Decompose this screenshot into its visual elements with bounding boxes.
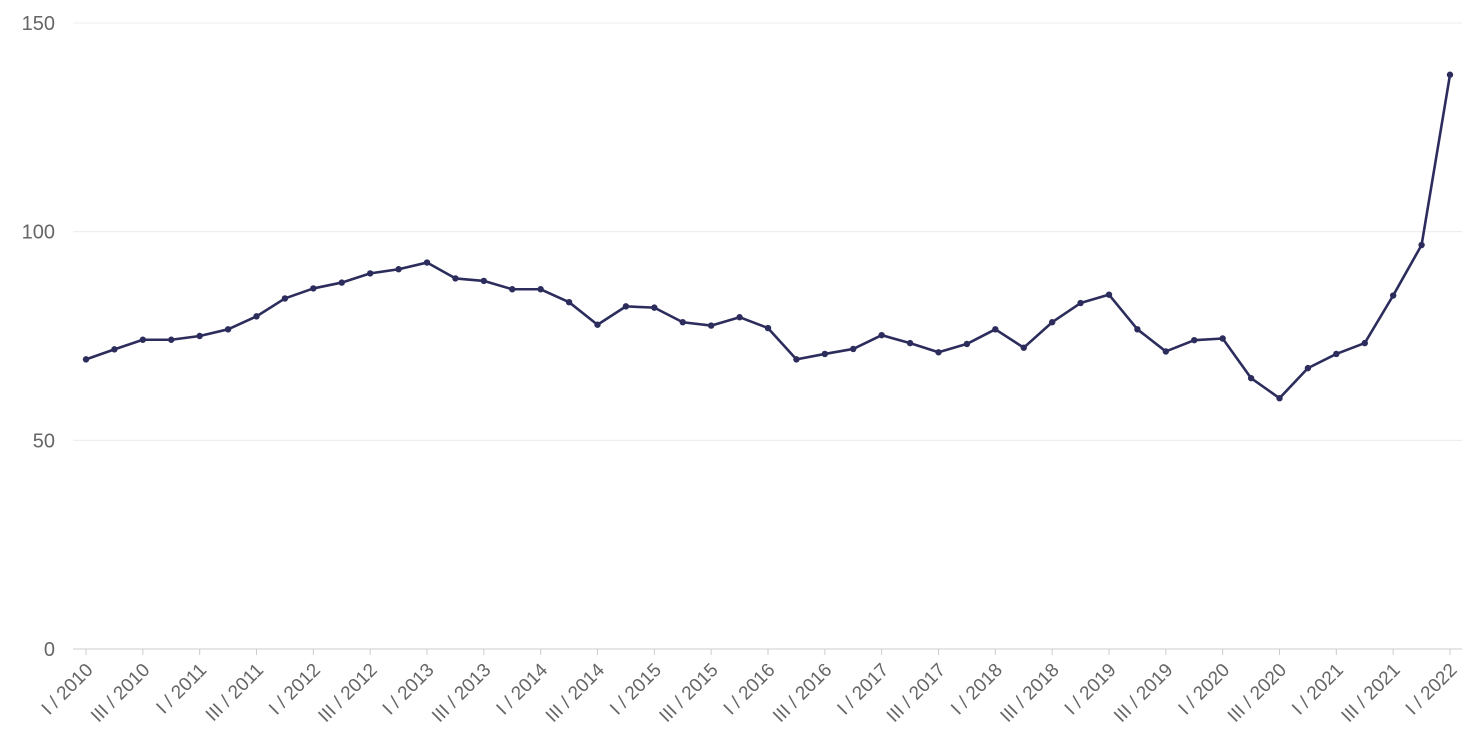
- data-point[interactable]: [111, 346, 118, 353]
- x-tick-label: III / 2012: [315, 660, 382, 727]
- data-point[interactable]: [1134, 326, 1141, 333]
- data-point[interactable]: [224, 326, 232, 333]
- data-point[interactable]: [821, 350, 829, 358]
- data-point[interactable]: [906, 339, 914, 347]
- data-point[interactable]: [338, 279, 345, 286]
- series-line: [84, 73, 1452, 400]
- data-point[interactable]: [1333, 350, 1340, 358]
- data-point[interactable]: [1020, 344, 1027, 351]
- y-tick-label: 50: [33, 430, 55, 452]
- y-tick-label: 0: [44, 639, 55, 661]
- data-point[interactable]: [366, 270, 374, 277]
- data-point[interactable]: [1077, 299, 1084, 307]
- x-tick-label: III / 2017: [883, 660, 950, 727]
- data-point[interactable]: [1105, 291, 1113, 298]
- x-tick-label: III / 2018: [997, 660, 1064, 727]
- data-point[interactable]: [310, 285, 317, 292]
- data-point[interactable]: [850, 345, 857, 353]
- data-point[interactable]: [736, 314, 743, 321]
- x-tick-label: III / 2015: [656, 660, 723, 727]
- data-point[interactable]: [452, 275, 459, 282]
- data-point[interactable]: [935, 349, 942, 356]
- data-point[interactable]: [1219, 335, 1226, 342]
- data-point[interactable]: [423, 259, 431, 266]
- data-point[interactable]: [1276, 394, 1283, 402]
- x-tick-label: I / 2022: [1402, 660, 1462, 720]
- data-point[interactable]: [281, 295, 289, 302]
- data-point[interactable]: [622, 303, 630, 310]
- x-tick-label: III / 2013: [428, 660, 495, 727]
- data-point[interactable]: [1389, 292, 1397, 299]
- data-point[interactable]: [1048, 319, 1056, 326]
- y-tick-label: 100: [22, 222, 55, 244]
- y-axis: 0 50 100 150: [22, 13, 55, 661]
- x-tick-label: III / 2019: [1110, 660, 1177, 727]
- data-point[interactable]: [395, 266, 402, 273]
- data-point[interactable]: [480, 277, 488, 285]
- data-point[interactable]: [793, 356, 800, 363]
- y-tick-label: 150: [22, 13, 55, 35]
- data-point[interactable]: [963, 340, 971, 348]
- data-point[interactable]: [509, 286, 516, 293]
- data-point[interactable]: [82, 356, 90, 363]
- data-point[interactable]: [139, 336, 147, 343]
- x-tick-label: III / 2011: [202, 660, 268, 726]
- data-point[interactable]: [1191, 336, 1198, 344]
- x-tick-label: III / 2014: [542, 659, 609, 726]
- data-point[interactable]: [707, 322, 715, 329]
- data-point[interactable]: [1361, 339, 1368, 347]
- data-point[interactable]: [537, 286, 544, 293]
- data-point[interactable]: [1418, 241, 1425, 249]
- data-point[interactable]: [651, 304, 658, 311]
- series-layer: [82, 71, 1454, 402]
- data-point[interactable]: [1162, 348, 1170, 355]
- data-point[interactable]: [1247, 374, 1255, 382]
- x-tick-label: III / 2010: [87, 660, 154, 727]
- data-point[interactable]: [253, 313, 260, 320]
- data-point[interactable]: [565, 298, 573, 306]
- data-point[interactable]: [679, 319, 686, 326]
- data-point[interactable]: [594, 321, 601, 328]
- data-point[interactable]: [878, 331, 885, 339]
- data-point[interactable]: [1446, 71, 1454, 78]
- data-point[interactable]: [196, 332, 203, 340]
- grid-lines: [73, 22, 1462, 650]
- x-tick-label: III / 2016: [769, 660, 836, 727]
- x-tick-label: III / 2021: [1338, 660, 1405, 727]
- data-point[interactable]: [168, 336, 175, 343]
- data-point[interactable]: [764, 324, 772, 332]
- data-point[interactable]: [992, 326, 999, 333]
- x-tick-label: III / 2020: [1224, 660, 1291, 727]
- data-point[interactable]: [1304, 364, 1312, 372]
